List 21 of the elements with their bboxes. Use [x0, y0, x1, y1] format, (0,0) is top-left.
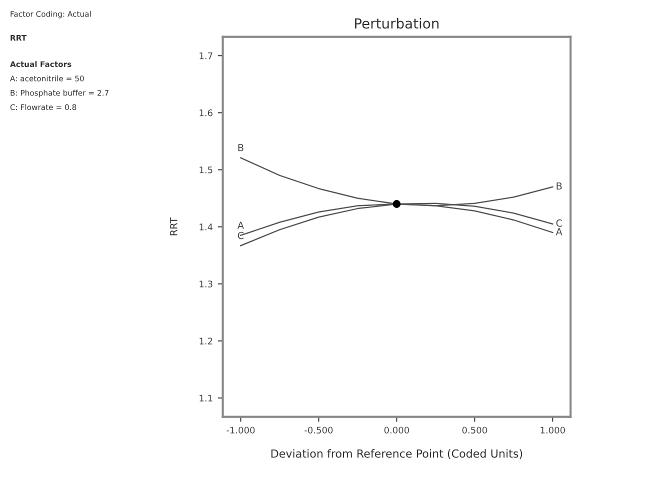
x-tick-label: -0.500 [304, 426, 333, 434]
series-label: B [556, 182, 562, 190]
text: B [238, 144, 244, 152]
y-tick-label: 1.7 [200, 52, 212, 60]
y-tick-label: 1.1 [200, 394, 212, 402]
x-tick-label: -1.000 [226, 426, 255, 434]
y-tick-label: 1.5 [200, 166, 212, 174]
series-label: A [556, 228, 562, 236]
x-tick-label: 1.000 [540, 426, 565, 434]
y-tick-label: 1.4 [200, 224, 213, 230]
series-label: C [556, 219, 562, 227]
y-tick-label: 1.6 [200, 109, 212, 116]
text: A [237, 222, 244, 229]
x-tick-label: 0.000 [384, 426, 409, 434]
y-axis-title: RRT [170, 217, 178, 236]
y-tick-label: 1.3 [200, 280, 212, 288]
x-axis-title: Deviation from Reference Point (Coded Units) [271, 449, 522, 460]
chart-title: Perturbation [355, 18, 439, 29]
y-tick-label: 1.2 [200, 338, 212, 344]
x-tick-label: 0.500 [462, 426, 487, 434]
text: C [238, 232, 244, 240]
